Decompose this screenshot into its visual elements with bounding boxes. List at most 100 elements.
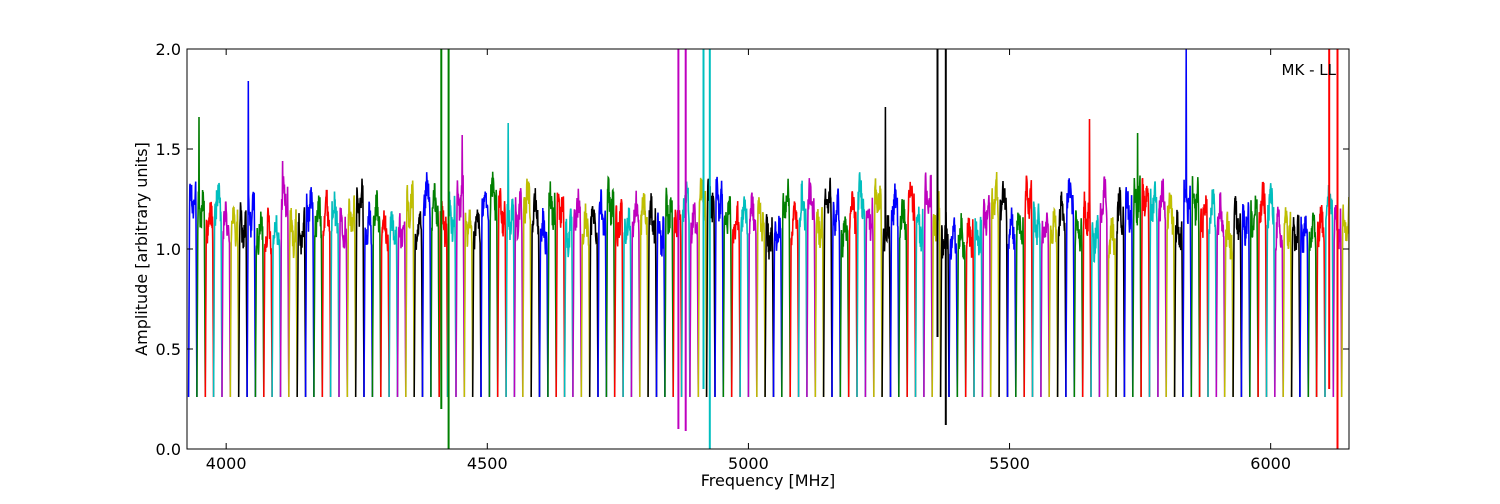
spectral-window-trace <box>1274 206 1284 398</box>
spectral-window-trace <box>1106 217 1117 398</box>
spectral-window-trace <box>421 172 432 398</box>
spectral-window-trace <box>764 214 775 398</box>
spectral-window-trace <box>722 196 733 398</box>
spectral-window-trace <box>547 181 557 398</box>
spectral-window-trace <box>221 201 232 398</box>
spectral-window-trace <box>714 176 725 398</box>
spectral-window-trace <box>923 172 933 398</box>
spectral-window-trace <box>1173 209 1184 398</box>
spectral-window-trace <box>1023 175 1034 398</box>
spectral-window-trace <box>664 187 674 398</box>
spectral-window-trace <box>1315 204 1326 398</box>
spectral-window-trace <box>563 208 574 398</box>
spectral-window-trace <box>371 190 382 398</box>
spectral-window-trace <box>839 216 850 398</box>
spectral-window-trace <box>1265 183 1276 398</box>
spectral-window-trace <box>588 206 599 398</box>
spectral-window-trace <box>346 195 357 398</box>
spectral-window-trace <box>338 207 349 398</box>
spectral-window-trace <box>697 177 708 398</box>
spectral-window-trace <box>329 191 340 398</box>
spectral-window-trace <box>304 187 315 398</box>
spectral-window-trace <box>739 196 750 398</box>
spectral-window-trace <box>931 136 942 398</box>
series-trace-group <box>187 49 1349 449</box>
spectral-window-trace <box>973 216 984 398</box>
x-tick-label: 5500 <box>989 454 1030 473</box>
spectral-window-trace <box>187 181 198 398</box>
spectral-window-trace <box>1198 195 1209 398</box>
spectral-window-trace <box>906 181 917 398</box>
spectral-window-trace <box>781 178 791 398</box>
spectral-window-trace <box>747 192 758 398</box>
spectral-window-trace <box>964 217 975 398</box>
y-tick-label: 1.0 <box>156 240 181 259</box>
spectral-window-trace <box>1090 215 1101 398</box>
spectral-window-trace <box>496 188 507 398</box>
spectral-window-trace <box>806 178 817 398</box>
spectral-window-trace <box>296 207 307 398</box>
y-tick-label: 0.0 <box>156 440 181 459</box>
spectral-window-trace <box>998 180 1009 398</box>
spectral-window-trace <box>1123 187 1134 398</box>
spectral-window-trace <box>1215 192 1226 398</box>
spectral-window-trace <box>246 80 257 398</box>
y-tick-label: 2.0 <box>156 40 181 59</box>
spectral-window-trace <box>789 201 800 398</box>
spectral-window-trace <box>271 215 282 398</box>
spectral-window-trace <box>471 209 482 398</box>
spectral-window-trace <box>1190 176 1201 398</box>
spectral-window-trace <box>655 212 666 398</box>
spectral-window-trace <box>1098 176 1109 398</box>
spectral-window-trace <box>538 207 549 398</box>
spectral-window-trace <box>363 201 374 398</box>
spectral-window-trace <box>1115 187 1126 398</box>
spectral-window-trace <box>430 182 440 398</box>
spectral-window-trace <box>1290 214 1301 398</box>
spectral-window-trace <box>1148 181 1159 398</box>
spectral-window-trace <box>237 202 248 398</box>
spectral-window-trace <box>263 207 273 398</box>
spectral-window-trace <box>1282 207 1293 398</box>
spectral-window-trace <box>396 213 407 398</box>
spectral-window-trace <box>605 175 616 398</box>
spectral-window-trace <box>1031 201 1042 398</box>
spectral-window-trace <box>321 189 332 398</box>
spectral-window-trace <box>856 172 867 398</box>
spectral-window-trace <box>1048 206 1059 398</box>
spectral-window-trace <box>831 188 842 398</box>
spectral-window-trace <box>989 171 1000 398</box>
spectral-window-trace <box>1157 178 1167 398</box>
spectral-window-trace <box>647 193 658 398</box>
spectral-window-trace <box>572 188 583 398</box>
spectral-window-trace <box>1073 210 1084 398</box>
spectral-window-trace <box>196 116 207 398</box>
spectral-window-trace <box>772 215 783 398</box>
spectral-window-trace <box>380 210 390 398</box>
spectral-window-trace <box>488 171 499 398</box>
spectral-window-trace <box>898 199 908 398</box>
spectral-window-trace <box>622 207 633 398</box>
spectral-window-trace <box>204 201 215 398</box>
spectral-window-trace <box>288 207 298 398</box>
spectral-window-trace <box>797 180 808 398</box>
spectral-window-trace <box>597 189 608 398</box>
spectral-window-trace <box>1223 211 1234 398</box>
spectral-window-trace <box>513 188 524 398</box>
spectral-window-trace <box>405 180 415 398</box>
spectral-window-trace <box>814 207 825 398</box>
spectral-window-trace <box>613 198 624 398</box>
spectral-window-trace <box>1165 192 1176 398</box>
spectral-window-trace <box>1257 181 1268 398</box>
spectral-window-trace <box>1299 215 1310 398</box>
spectral-window-trace <box>1232 195 1243 398</box>
y-tick-label: 1.5 <box>156 140 181 159</box>
spectral-window-trace <box>463 209 474 398</box>
spectral-window-trace <box>530 188 541 398</box>
spectral-window-trace <box>639 192 649 398</box>
y-axis-label: Amplitude [arbitrary units] <box>132 142 151 356</box>
x-tick-label: 4000 <box>206 454 247 473</box>
x-axis-ticks: 4000 4500 5000 5500 6000 <box>206 49 1291 473</box>
